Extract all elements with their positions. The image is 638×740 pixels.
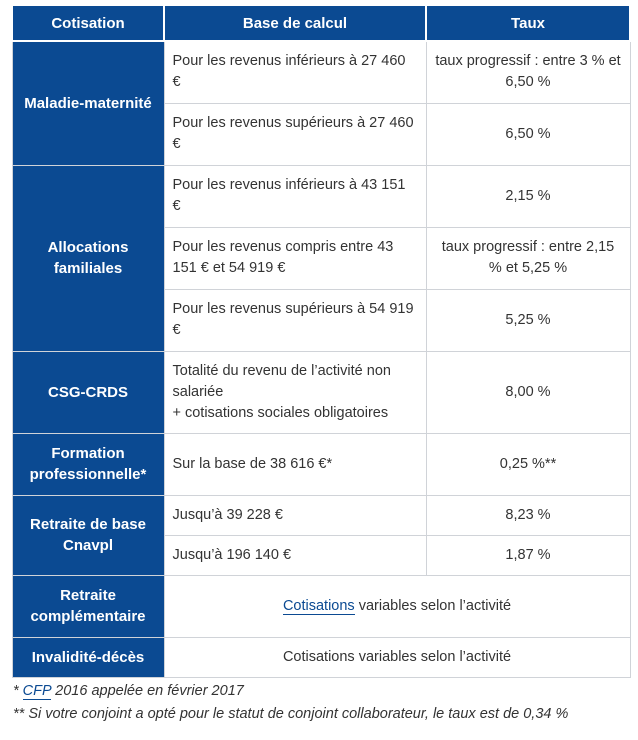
- footnote-marker: *: [13, 683, 23, 699]
- footnote-text: 2016 appelée en février 2017: [51, 683, 244, 699]
- table-row: Pour les revenus supérieurs à 54 919 € 5…: [12, 288, 631, 352]
- table-row: Allocations familiales Pour les revenus …: [11, 164, 631, 352]
- footnote-2: ** Si votre conjoint a opté pour le stat…: [13, 706, 569, 722]
- base-cell: Jusqu’à 39 228 €: [163, 494, 427, 536]
- base-cell: Pour les revenus inférieurs à 27 460 €: [163, 40, 427, 104]
- taux-cell: 5,25 %: [425, 288, 631, 352]
- cell-text: variables selon l’activité: [354, 597, 512, 614]
- table-row: Pour les revenus supérieurs à 27 460 € 6…: [12, 102, 631, 166]
- category-retraite-base: Retraite de base Cnavpl: [11, 494, 165, 576]
- taux-cell: taux progressif : entre 3 % et 6,50 %: [425, 40, 631, 104]
- base-cell: Pour les revenus supérieurs à 27 460 €: [163, 102, 427, 166]
- taux-cell: 1,87 %: [425, 534, 631, 576]
- base-cell: Pour les revenus inférieurs à 43 151 €: [163, 164, 427, 228]
- base-cell: Sur la base de 38 616 €*: [163, 432, 427, 496]
- table-row: Formation professionnelle* Sur la base d…: [11, 432, 631, 496]
- base-line: + cotisations sociales obligatoires: [172, 404, 389, 421]
- cfp-link[interactable]: CFP: [22, 683, 52, 700]
- base-cell: Pour les revenus supérieurs à 54 919 €: [163, 288, 427, 352]
- cotisations-link[interactable]: Cotisations: [282, 597, 355, 615]
- header-taux: Taux: [425, 4, 631, 42]
- base-cell: Jusqu’à 196 140 €: [163, 534, 427, 576]
- cotisations-table: Cotisation Base de calcul Taux Maladie-m…: [11, 4, 631, 678]
- base-cell: Totalité du revenu de l’activité non sal…: [163, 350, 427, 434]
- table-header-row: Cotisation Base de calcul Taux: [11, 4, 631, 42]
- header-cotisation: Cotisation: [11, 4, 165, 42]
- table-row: Retraite complémentaire Cotisations vari…: [11, 574, 631, 638]
- table-row: Pour les revenus compris entre 43 151 € …: [12, 226, 631, 290]
- retraite-complementaire-cell: Cotisations variables selon l’activité: [163, 574, 631, 638]
- taux-cell: 2,15 %: [425, 164, 631, 228]
- footnote-1: * CFP 2016 appelée en février 2017: [13, 683, 244, 700]
- invalidite-deces-cell: Cotisations variables selon l’activité: [163, 636, 631, 678]
- category-invalidite-deces: Invalidité-décès: [11, 636, 165, 678]
- table-row: Invalidité-décès Cotisations variables s…: [11, 636, 631, 678]
- table-row: CSG-CRDS Totalité du revenu de l’activit…: [11, 350, 631, 434]
- category-allocations: Allocations familiales: [11, 164, 165, 352]
- category-retraite-complementaire: Retraite complémentaire: [11, 574, 165, 638]
- table-row: Retraite de base Cnavpl Jusqu’à 39 228 €…: [11, 494, 631, 576]
- base-line: Totalité du revenu de l’activité non sal…: [172, 362, 391, 400]
- taux-cell: 8,00 %: [425, 350, 631, 434]
- header-base-de-calcul: Base de calcul: [163, 4, 427, 42]
- taux-cell: 0,25 %**: [425, 432, 631, 496]
- taux-cell: 8,23 %: [425, 494, 631, 536]
- category-csg-crds: CSG-CRDS: [11, 350, 165, 434]
- taux-cell: 6,50 %: [425, 102, 631, 166]
- base-cell: Pour les revenus compris entre 43 151 € …: [163, 226, 427, 290]
- table-row: Maladie-maternité Pour les revenus infér…: [11, 40, 631, 166]
- category-maladie: Maladie-maternité: [11, 40, 165, 166]
- category-formation: Formation professionnelle*: [11, 432, 165, 496]
- taux-cell: taux progressif : entre 2,15 % et 5,25 %: [425, 226, 631, 290]
